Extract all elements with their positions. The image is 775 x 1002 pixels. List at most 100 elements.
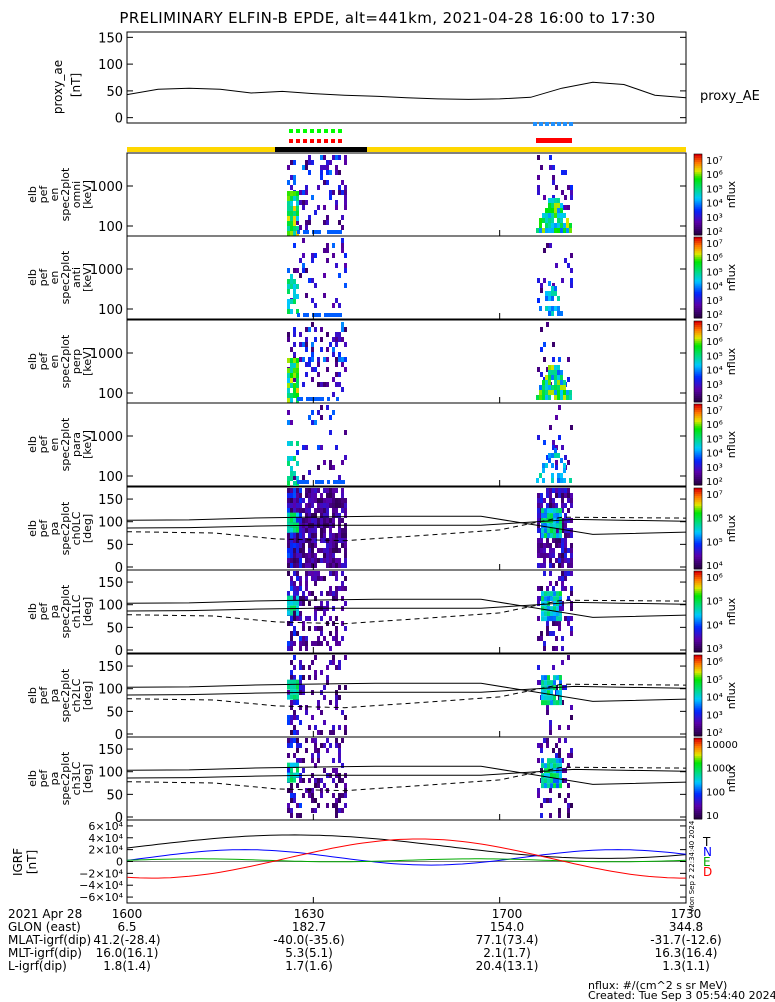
energy-panel-4-cell [290,441,293,446]
energy-panel-3-ylabel-5: [keV] [81,347,94,376]
energy-panel-3-cell [305,372,308,377]
pitch-panel-2-colorbar-cell [694,589,702,592]
pitch-panel-2-cell [570,606,573,611]
energy-panel-1-cell [548,218,551,223]
pitch-panel-2-colorbar-cell [694,585,702,588]
energy-panel-2-cell [548,306,551,311]
energy-panel-1-cell [308,160,311,165]
pitch-panel-1-cell [293,488,296,493]
energy-panel-4-cell [318,480,321,484]
energy-panel-1-cell [560,213,563,218]
pitch-panel-2-loss-cone-line [126,598,687,618]
pitch-panel-4-cell [320,778,323,783]
pitch-panel-2-cell [299,586,302,591]
pitch-panel-1-cell [287,522,290,528]
energy-panel-3-cell [320,327,323,332]
energy-panel-3-cell [566,390,569,395]
energy-panel-3-cell [540,327,543,332]
energy-panel-4-colorbar-cell [694,454,702,458]
energy-panel-2-cell [546,243,549,248]
pitch-panel-1-cell [287,498,290,503]
pitch-panel-4-cell [308,793,311,798]
pitch-panel-2-cell [326,641,329,646]
energy-panel-1-cell [552,195,555,200]
pitch-panel-2-ylabel-1: pef [37,602,50,621]
energy-panel-3-colorbar-cell [694,349,702,352]
pitch-panel-1-cell [341,493,344,498]
y-tick-label: 1000 [90,180,123,195]
pitch-panel-1-cell [561,508,564,513]
energy-panel-1-cell [567,205,570,210]
energy-panel-2-colorbar-cell [694,279,702,283]
energy-panel-1-cell [551,213,554,218]
igrf-north-line [126,849,687,866]
pitch-panel-3-cell [290,730,293,735]
pitch-panel-1-colorbar-cell [694,514,702,517]
pitch-panel-4-cell [570,753,573,758]
energy-panel-2-cell [287,299,290,304]
pitch-panel-3-colorbar-cell [694,681,702,684]
pitch-panel-3-cell [338,695,341,700]
pitch-panel-3-colorbar-cell [694,729,702,733]
energy-panel-1-cell [287,165,290,170]
pitch-panel-1-cell [287,538,290,543]
pitch-panel-3-cell [290,660,293,665]
energy-panel-1-cell [305,200,308,205]
energy-panel-1-cell [329,190,332,195]
energy-panel-1-colorbar-cell [694,220,702,224]
pitch-panel-4-cell [314,798,317,803]
energy-panel-2-colorbar-cell [694,293,702,297]
energy-panel-1-cell [338,155,341,160]
pitch-panel-1-cell [338,533,341,538]
pitch-panel-4-cell [338,748,341,753]
energy-panel-1-cell [566,228,569,233]
pitch-panel-1-cell [344,553,347,558]
pitch-panel-1-cell [561,538,564,543]
pitch-panel-4-colorbar-cell [694,804,702,808]
pitch-panel-4-cell [302,758,305,763]
pitch-panel-1-cell [338,558,341,563]
energy-panel-3-cell [341,337,344,342]
pitch-panel-2-cell [549,581,552,586]
pitch-panel-1-cell [541,518,544,524]
pitch-panel-1-cell [326,488,329,493]
energy-panel-1-cell [287,206,290,211]
pitch-panel-1-cell [326,503,329,508]
pitch-panel-4-cell [567,813,570,818]
energy-panel-3-cell [326,357,329,362]
pitch-panel-2-cell [302,636,305,641]
pitch-panel-4-cell [305,738,308,743]
pitch-panel-3-cell [335,695,338,700]
energy-panel-3-colorbar-cell [694,355,702,358]
pitch-panel-2-colorbar-cell [694,647,702,651]
energy-panel-3-colorbar-cell [694,393,702,397]
pitch-panel-2-cell [564,576,567,581]
energy-panel-1-cell [305,165,308,170]
igrf-tick-label: 0 [116,856,123,869]
pitch-panel-2-cell [547,606,550,612]
energy-panel-3-colorbar-cell [694,373,702,377]
energy-panel-3-cell [545,390,548,395]
pitch-panel-1-cell [299,543,302,548]
pitch-panel-1-cell [320,513,323,518]
energy-panel-1-cell [290,175,293,180]
pitch-panel-2-cell [299,646,302,651]
pitch-panel-2-cell [308,601,311,606]
energy-panel-4-colorbar-cell [694,412,702,415]
pitch-panel-1-cell [561,528,564,533]
pitch-panel-3-cell [320,710,323,715]
pitch-panel-1-colorbar-cell [694,492,702,495]
energy-panel-3-cell [290,378,293,383]
pitch-panel-1-cell [344,503,347,508]
pitch-panel-3-cell [541,700,544,706]
energy-panel-3-cell [314,327,317,332]
energy-panel-1-cell [551,223,554,228]
energy-panel-1-cell [566,218,569,223]
y-tick-label: 100 [98,599,123,614]
energy-panel-1-cell [297,230,300,234]
pitch-panel-1-cell [308,538,311,543]
energy-panel-1-ylabel-4: omni [70,181,83,208]
pitch-panel-3-cell [332,730,335,735]
pitch-panel-1-cell [344,563,347,568]
energy-panel-4-cell [555,445,558,450]
